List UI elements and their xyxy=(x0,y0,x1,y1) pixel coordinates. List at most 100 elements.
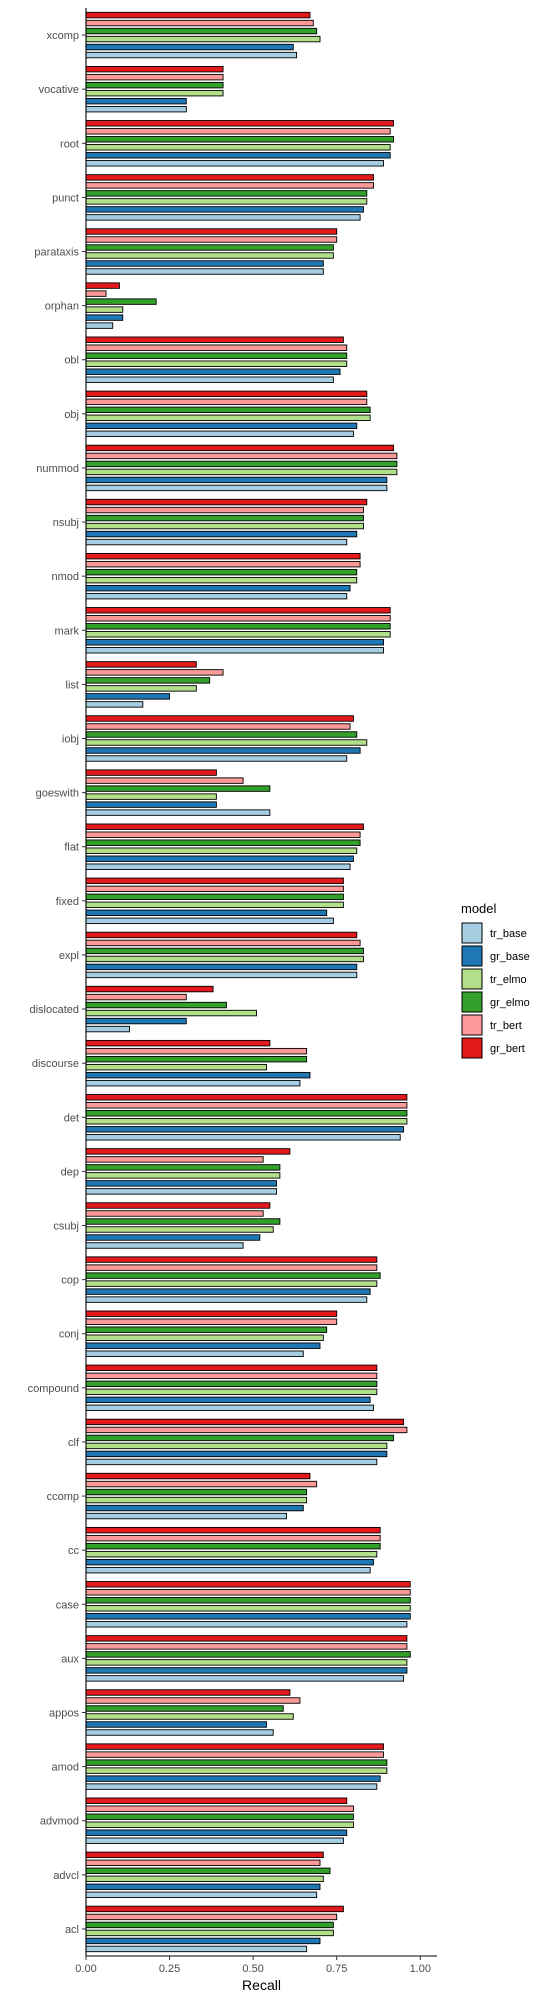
bar-aux-tr_base xyxy=(85,1675,405,1682)
bar-flat-tr_base xyxy=(85,863,351,870)
bar-obj-tr_base xyxy=(85,430,354,438)
bar-csubj-gr_bert xyxy=(85,1202,271,1209)
bar-root-gr_base xyxy=(85,152,391,159)
bar-nmod-gr_bert xyxy=(85,552,361,560)
legend-label-gr_elmo: gr_elmo xyxy=(490,997,530,1009)
bar-advmod-tr_base xyxy=(85,1837,344,1844)
bar-acl-gr_base xyxy=(85,1937,321,1945)
bar-parataxis-gr_bert xyxy=(85,228,338,235)
bar-cc-gr_elmo xyxy=(85,1542,381,1550)
y-tick-label-obl: obl xyxy=(64,355,79,367)
y-tick-label-fixed: fixed xyxy=(56,896,79,908)
bar-xcomp-tr_elmo xyxy=(85,35,321,43)
bar-compound-gr_base xyxy=(85,1396,371,1404)
bar-xcomp-gr_elmo xyxy=(85,27,318,35)
bar-mark-gr_elmo xyxy=(85,623,391,630)
bar-root-gr_elmo xyxy=(85,136,394,143)
legend-key-tr_base xyxy=(461,922,483,944)
bar-advcl-gr_base xyxy=(85,1883,321,1891)
y-tick-label-parataxis: parataxis xyxy=(34,247,79,259)
bar-dislocated-tr_bert xyxy=(85,993,187,1001)
bar-advcl-tr_base xyxy=(85,1891,318,1899)
bar-flat-tr_elmo xyxy=(85,847,358,854)
bar-dislocated-tr_elmo xyxy=(85,1009,257,1017)
bar-cc-tr_bert xyxy=(85,1534,381,1542)
bar-det-tr_bert xyxy=(85,1102,408,1109)
bar-obj-gr_base xyxy=(85,422,358,430)
bar-iobj-gr_base xyxy=(85,747,361,754)
bar-obl-gr_bert xyxy=(85,336,344,343)
y-tick-label-case: case xyxy=(56,1599,79,1611)
bar-dislocated-gr_base xyxy=(85,1017,187,1025)
bar-aux-tr_bert xyxy=(85,1643,408,1650)
legend-key-gr_elmo xyxy=(461,991,483,1013)
bar-compound-gr_bert xyxy=(85,1364,378,1372)
bar-obl-tr_bert xyxy=(85,344,348,351)
bar-csubj-tr_elmo xyxy=(85,1226,274,1233)
y-tick-label-advmod: advmod xyxy=(40,1816,79,1828)
y-tick-label-dislocated: dislocated xyxy=(29,1004,79,1016)
bar-acl-gr_elmo xyxy=(85,1921,334,1929)
bar-list-gr_elmo xyxy=(85,677,211,684)
bar-nsubj-gr_base xyxy=(85,530,358,538)
bar-punct-tr_base xyxy=(85,214,361,221)
bar-clf-gr_base xyxy=(85,1450,388,1458)
bar-iobj-gr_bert xyxy=(85,715,354,722)
bar-fixed-gr_base xyxy=(85,909,328,917)
bar-iobj-tr_bert xyxy=(85,723,351,730)
bar-cc-gr_base xyxy=(85,1558,374,1566)
bar-fixed-tr_bert xyxy=(85,885,344,893)
legend-label-gr_base: gr_base xyxy=(490,951,530,963)
y-tick-label-det: det xyxy=(64,1112,79,1124)
bar-mark-gr_bert xyxy=(85,607,391,614)
y-tick-label-nsubj: nsubj xyxy=(53,517,79,529)
y-tick-label-dep: dep xyxy=(61,1166,79,1178)
bar-discourse-tr_bert xyxy=(85,1047,308,1055)
bar-csubj-gr_elmo xyxy=(85,1218,281,1225)
bar-dep-gr_base xyxy=(85,1180,277,1187)
bar-compound-tr_base xyxy=(85,1404,374,1412)
bar-cop-gr_bert xyxy=(85,1256,378,1263)
x-tick-label-0.75: 0.75 xyxy=(326,1963,347,1975)
bar-fixed-gr_bert xyxy=(85,877,344,885)
bar-orphan-gr_base xyxy=(85,314,124,321)
bar-advcl-gr_elmo xyxy=(85,1867,331,1875)
y-axis: xcomp vocative root punct parataxis orphan obl… xyxy=(28,8,87,1956)
bar-obl-tr_elmo xyxy=(85,360,348,367)
bar-cc-tr_elmo xyxy=(85,1550,378,1558)
y-tick-label-acl: acl xyxy=(65,1924,79,1936)
bar-dep-tr_base xyxy=(85,1188,277,1195)
bar-vocative-gr_elmo xyxy=(85,81,224,89)
bar-dislocated-gr_elmo xyxy=(85,1001,227,1009)
bar-punct-gr_elmo xyxy=(85,190,368,197)
bar-root-tr_bert xyxy=(85,128,391,135)
bar-advmod-gr_elmo xyxy=(85,1813,354,1820)
bar-goeswith-tr_elmo xyxy=(85,793,217,800)
bar-punct-gr_base xyxy=(85,206,364,213)
bar-cop-tr_bert xyxy=(85,1264,378,1271)
bar-conj-tr_base xyxy=(85,1350,304,1357)
bar-goeswith-tr_bert xyxy=(85,777,244,784)
x-tick-label-0.00: 0.00 xyxy=(75,1963,96,1975)
bar-advcl-tr_elmo xyxy=(85,1875,324,1883)
bar-nsubj-tr_bert xyxy=(85,506,364,514)
bar-xcomp-tr_base xyxy=(85,51,298,59)
bar-mark-tr_bert xyxy=(85,615,391,622)
legend-title: model xyxy=(461,901,497,916)
bar-advcl-gr_bert xyxy=(85,1851,324,1859)
bar-expl-gr_elmo xyxy=(85,947,364,955)
bar-ccomp-gr_base xyxy=(85,1504,304,1512)
bar-case-gr_base xyxy=(85,1613,411,1620)
bar-clf-gr_elmo xyxy=(85,1434,394,1442)
bar-conj-gr_base xyxy=(85,1342,321,1349)
legend-label-gr_bert: gr_bert xyxy=(490,1043,525,1055)
bar-obj-tr_elmo xyxy=(85,414,371,422)
bar-xcomp-gr_bert xyxy=(85,11,311,19)
bar-dep-tr_elmo xyxy=(85,1172,281,1179)
bar-xcomp-tr_bert xyxy=(85,19,314,27)
bar-csubj-gr_base xyxy=(85,1234,261,1241)
bar-cc-gr_bert xyxy=(85,1526,381,1534)
bar-case-tr_elmo xyxy=(85,1605,411,1612)
bar-advmod-gr_bert xyxy=(85,1797,348,1804)
